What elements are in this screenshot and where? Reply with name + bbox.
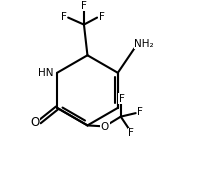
Text: O: O	[30, 116, 39, 129]
Text: F: F	[119, 94, 125, 104]
Text: F: F	[61, 12, 67, 22]
Text: F: F	[137, 108, 143, 117]
Text: NH₂: NH₂	[134, 39, 154, 49]
Text: F: F	[128, 128, 134, 138]
Text: F: F	[81, 1, 87, 11]
Text: HN: HN	[39, 68, 54, 78]
Text: F: F	[99, 12, 104, 22]
Text: O: O	[101, 122, 109, 132]
